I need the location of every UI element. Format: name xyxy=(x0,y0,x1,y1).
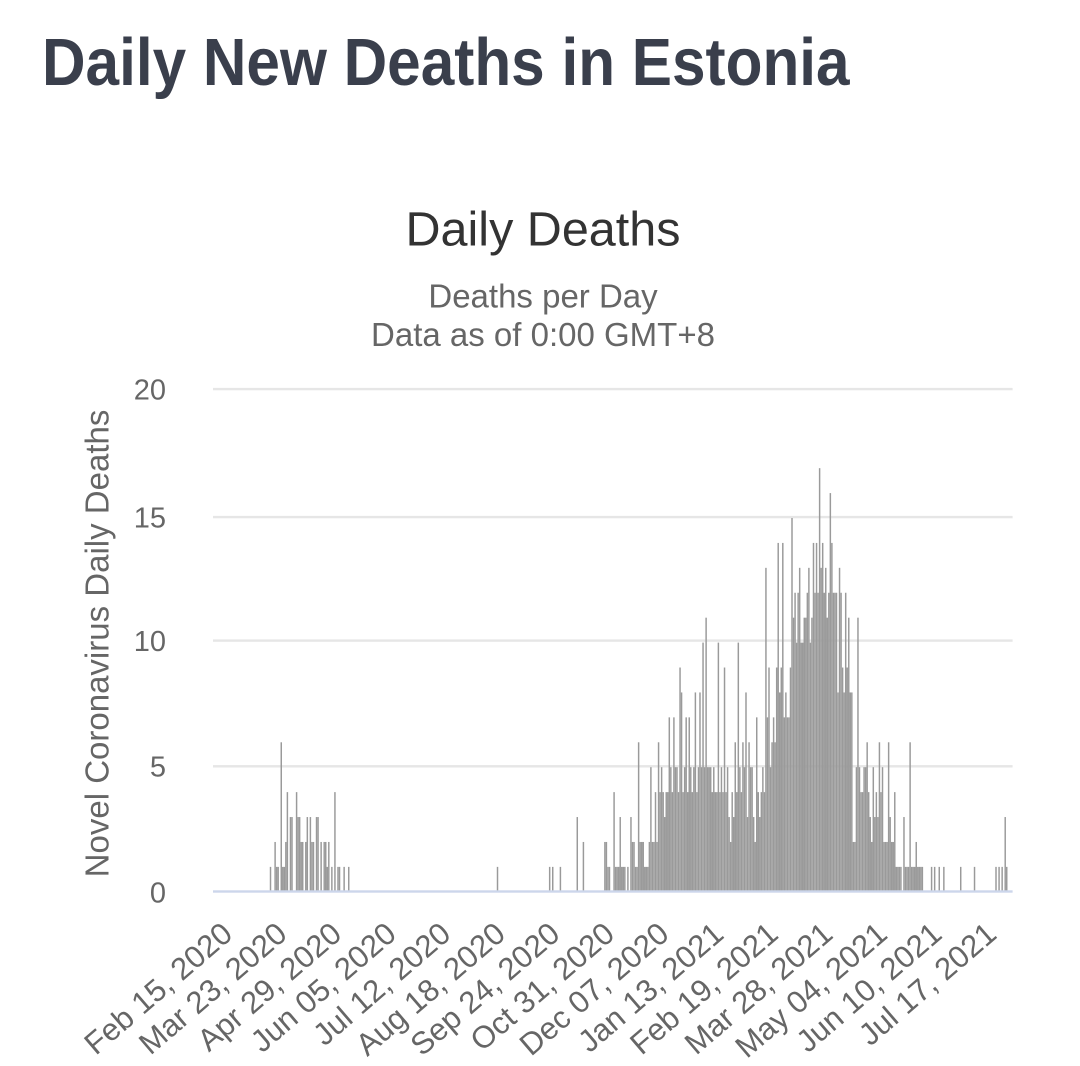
svg-text:20: 20 xyxy=(134,375,166,407)
svg-text:15: 15 xyxy=(134,503,166,535)
svg-text:Data as of 0:00 GMT+8: Data as of 0:00 GMT+8 xyxy=(371,316,715,353)
svg-text:Daily Deaths: Daily Deaths xyxy=(406,203,681,257)
svg-text:0: 0 xyxy=(150,877,166,909)
svg-text:Deaths per Day: Deaths per Day xyxy=(428,278,658,315)
svg-text:10: 10 xyxy=(134,626,166,658)
svg-text:5: 5 xyxy=(150,752,166,784)
svg-text:Novel Coronavirus Daily Deaths: Novel Coronavirus Daily Deaths xyxy=(79,410,116,878)
